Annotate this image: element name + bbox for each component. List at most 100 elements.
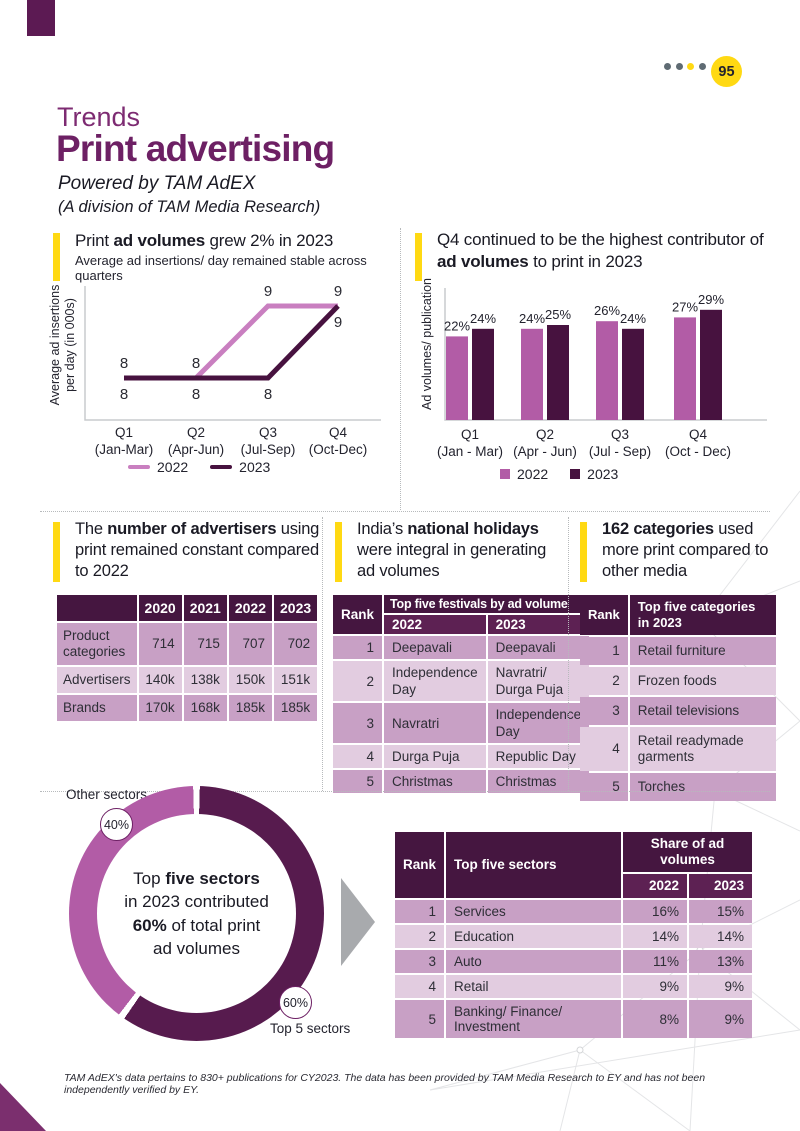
- advertisers-heading: The number of advertisers using print re…: [75, 519, 323, 582]
- table-row: 3 Navratri Independence Day: [333, 703, 590, 743]
- heading-text: were integral in generating ad volumes: [357, 541, 547, 580]
- yellow-accent-bar: [580, 522, 587, 582]
- rank-cell: 2: [395, 925, 445, 948]
- value-cell: 168k: [183, 695, 227, 721]
- festival-2023: Christmas: [487, 770, 590, 793]
- categories-table: Rank Top five categories in 2023 1 Retail…: [578, 593, 778, 803]
- header-cell: 2023: [274, 595, 318, 621]
- bar-2023: [622, 328, 644, 420]
- rank-cell: 1: [333, 636, 383, 659]
- rank-cell: 3: [333, 703, 383, 743]
- value-cell: 151k: [274, 667, 318, 693]
- category-cell: Retail furniture: [629, 637, 776, 665]
- data-label: 8: [192, 386, 200, 403]
- x-tick-range: (Jul-Sep): [240, 442, 296, 457]
- table-row: 2 Independence Day Navratri/ Durga Puja: [333, 661, 590, 701]
- header-cell: Share of ad volumes: [623, 832, 753, 872]
- category-cell: Retail readymade garments: [629, 727, 776, 771]
- rank-cell: 5: [580, 773, 628, 801]
- festivals-heading: India’s national holidays were integral …: [357, 519, 565, 582]
- footer-disclaimer: TAM AdEX's data pertains to 830+ publica…: [64, 1072, 706, 1096]
- category-cell: Retail televisions: [629, 697, 776, 725]
- table-row: Advertisers 140k 138k 150k 151k: [57, 667, 318, 693]
- powered-by-line: Powered by TAM AdEX: [58, 173, 256, 194]
- bar-2022: [521, 328, 543, 420]
- divider: [568, 517, 569, 791]
- donut-badge-60: 60%: [279, 986, 312, 1019]
- center-text: in 2023 contributed: [124, 892, 269, 911]
- bar-label: 29%: [698, 292, 724, 307]
- x-tick-range: (Oct - Dec): [665, 444, 731, 459]
- donut-badge-40: 40%: [100, 808, 133, 841]
- heading-text: to print in 2023: [528, 251, 643, 271]
- legend-label: 2022: [157, 459, 189, 475]
- header-cell: Top five festivals by ad volume: [384, 595, 590, 613]
- top-left-corner-accent: [27, 0, 55, 36]
- table-row: 5 Banking/ Finance/ Investment 8% 9%: [395, 1000, 753, 1038]
- x-tick-range: (Jan-Mar): [94, 442, 154, 457]
- header-cell: Top five sectors: [446, 832, 622, 898]
- value-cell: 9%: [623, 975, 688, 998]
- table-row: 4 Retail 9% 9%: [395, 975, 753, 998]
- header-cell: 2021: [183, 595, 227, 621]
- subheader-cell: 2022: [623, 874, 688, 898]
- dot: [675, 63, 683, 70]
- festival-2022: Navratri: [384, 703, 486, 743]
- value-cell: 8%: [623, 1000, 688, 1038]
- row-label: Advertisers: [57, 667, 137, 693]
- x-tick: Q3: [610, 427, 629, 442]
- rank-cell: 3: [395, 950, 445, 973]
- table-row: 5 Torches: [580, 773, 776, 801]
- table-subheader-row: 2022 2023: [395, 874, 753, 898]
- table-header-row: 2020 2021 2022 2023: [57, 595, 318, 621]
- divider: [400, 228, 401, 510]
- festivals-table: Rank Top five festivals by ad volume 202…: [331, 593, 591, 795]
- value-cell: 16%: [623, 900, 688, 923]
- data-label: 9: [334, 314, 342, 331]
- heading-bold: ad volumes: [437, 251, 529, 271]
- sector-cell: Auto: [446, 950, 622, 973]
- category-cell: Frozen foods: [629, 667, 776, 695]
- table-row: 4 Retail readymade garments: [580, 727, 776, 771]
- subheader-cell: 2023: [689, 874, 753, 898]
- x-tick: Q4: [688, 427, 707, 442]
- value-cell: 14%: [689, 925, 753, 948]
- header-cell: [57, 595, 137, 621]
- right-arrow: [341, 878, 375, 966]
- rank-cell: 1: [395, 900, 445, 923]
- rank-cell: 4: [580, 727, 628, 771]
- festival-2022: Christmas: [384, 770, 486, 793]
- page-number-badge: 95: [711, 56, 742, 87]
- table-row: 5 Christmas Christmas: [333, 770, 590, 793]
- value-cell: 185k: [274, 695, 318, 721]
- heading-text: using print remained constant compared t…: [75, 520, 320, 580]
- value-cell: 702: [274, 623, 318, 665]
- value-cell: 150k: [228, 667, 272, 693]
- legend-swatch-2022: [128, 464, 150, 470]
- subheader-cell: 2022: [384, 615, 486, 634]
- legend-label: 2023: [587, 466, 619, 482]
- yellow-accent-bar: [335, 522, 342, 582]
- festival-2023: Deepavali: [487, 636, 590, 659]
- value-cell: 170k: [138, 695, 182, 721]
- row-label: Brands: [57, 695, 137, 721]
- sector-cell: Education: [446, 925, 622, 948]
- header-cell: Rank: [333, 595, 383, 634]
- line-chart: 8 8 9 9 8 8 8 9: [84, 283, 381, 421]
- header-cell: Top five categories in 2023: [629, 595, 776, 635]
- yellow-accent-bar: [53, 522, 60, 582]
- festival-2023: Independence Day: [487, 703, 590, 743]
- pagination-dots: [664, 63, 706, 70]
- festival-2022: Durga Puja: [384, 745, 486, 768]
- donut-center-text: Top five sectors in 2023 contributed 60%…: [69, 786, 324, 1041]
- value-cell: 14%: [623, 925, 688, 948]
- value-cell: 138k: [183, 667, 227, 693]
- page-number: 95: [718, 63, 735, 80]
- data-label: 8: [120, 386, 128, 403]
- rank-cell: 4: [333, 745, 383, 768]
- data-label: 8: [120, 355, 128, 372]
- festival-2023: Republic Day: [487, 745, 590, 768]
- table-row: 4 Durga Puja Republic Day: [333, 745, 590, 768]
- table-row: 1 Deepavali Deepavali: [333, 636, 590, 659]
- category-cell: Torches: [629, 773, 776, 801]
